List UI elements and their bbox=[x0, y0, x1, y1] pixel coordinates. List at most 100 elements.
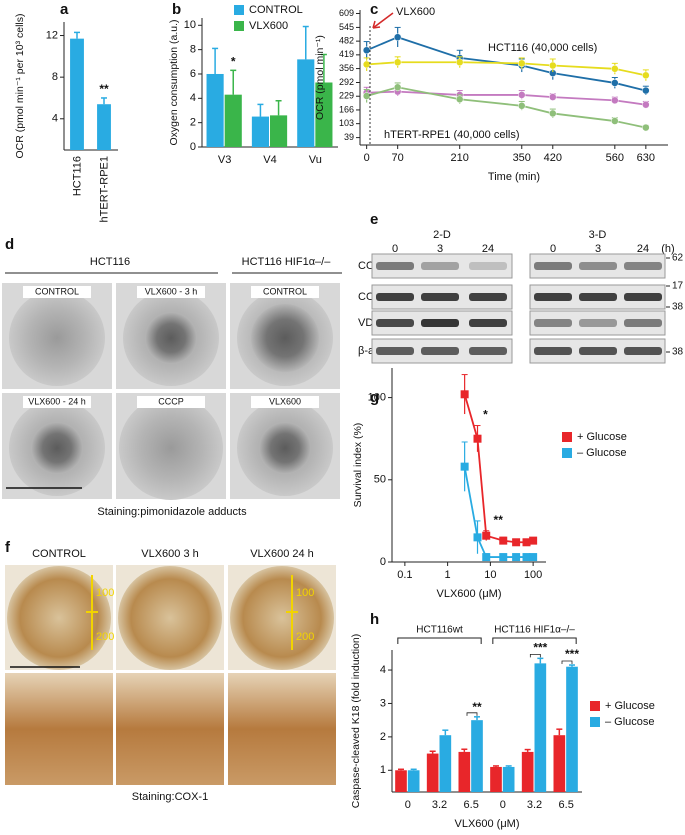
marker bbox=[393, 58, 402, 67]
blot-band bbox=[624, 347, 662, 355]
image-label: CONTROL bbox=[32, 548, 86, 560]
marker bbox=[529, 536, 538, 545]
marker bbox=[482, 553, 491, 562]
marker bbox=[549, 61, 557, 70]
y-tick-label: 0 bbox=[190, 141, 196, 153]
x-tick-label: 70 bbox=[392, 152, 404, 164]
marker bbox=[518, 59, 526, 68]
hypoxic-core bbox=[145, 312, 197, 364]
annotation: * bbox=[231, 55, 236, 69]
marker bbox=[512, 553, 521, 562]
series-line bbox=[366, 90, 646, 106]
x-tick-label: 100 bbox=[524, 569, 542, 581]
blot-band bbox=[534, 347, 572, 355]
blot-band bbox=[469, 293, 507, 301]
image-label: VLX600 - 3 h bbox=[145, 286, 198, 296]
annotation: *** bbox=[533, 641, 547, 655]
legend-label: – Glucose bbox=[577, 447, 627, 459]
x-tick-label: 0 bbox=[405, 799, 411, 811]
blot-band bbox=[376, 293, 414, 301]
marker bbox=[473, 434, 482, 443]
marker bbox=[611, 65, 619, 73]
panel-letter: c bbox=[370, 1, 378, 18]
bar bbox=[458, 751, 471, 792]
bar bbox=[251, 116, 269, 147]
bar bbox=[407, 770, 420, 792]
marker bbox=[460, 462, 469, 471]
group-bracket bbox=[397, 637, 482, 644]
y-tick-label: 2 bbox=[380, 731, 386, 743]
marker bbox=[549, 93, 557, 101]
annotation: hTERT-RPE1 (40,000 cells) bbox=[384, 129, 520, 141]
spheroid bbox=[230, 566, 334, 670]
marker bbox=[529, 553, 538, 562]
blot-band bbox=[534, 319, 572, 327]
y-tick-label: 229 bbox=[339, 91, 354, 101]
marker bbox=[549, 109, 557, 118]
x-tick-label: 0 bbox=[500, 799, 506, 811]
blot-band bbox=[579, 347, 617, 355]
y-tick-label: 609 bbox=[339, 8, 354, 18]
blot-band bbox=[421, 293, 459, 301]
marker bbox=[518, 91, 526, 99]
marker bbox=[518, 102, 526, 110]
time-label: 3 bbox=[595, 243, 601, 255]
marker bbox=[362, 46, 371, 55]
x-axis-title: Time (min) bbox=[488, 171, 540, 183]
marker bbox=[393, 83, 402, 92]
bar bbox=[471, 720, 483, 792]
x-tick-label: 630 bbox=[637, 152, 655, 164]
bar bbox=[566, 666, 578, 792]
significance-bracket bbox=[561, 660, 573, 665]
depth-label: 200 bbox=[96, 631, 114, 643]
marker bbox=[362, 92, 371, 100]
x-tick-label: 420 bbox=[544, 152, 562, 164]
image-label: VLX600 - 24 h bbox=[28, 396, 86, 406]
blot-band bbox=[469, 319, 507, 327]
marker bbox=[522, 553, 531, 562]
panel-letter: h bbox=[370, 611, 379, 628]
legend-swatch bbox=[590, 701, 600, 711]
legend-label: + Glucose bbox=[577, 431, 627, 443]
legend-swatch bbox=[590, 717, 600, 727]
bar bbox=[395, 770, 407, 792]
x-tick-label: 10 bbox=[484, 569, 496, 581]
image-label: VLX600 bbox=[269, 396, 301, 406]
blot-band bbox=[421, 319, 459, 327]
x-tick-label: HCT116 bbox=[71, 156, 83, 196]
zoom-image bbox=[5, 673, 113, 785]
treatment-arrow bbox=[372, 12, 394, 29]
y-tick-label: 4 bbox=[380, 664, 386, 676]
y-tick-label: 2 bbox=[190, 117, 196, 129]
y-tick-label: 482 bbox=[339, 36, 354, 46]
x-tick-label: 6.5 bbox=[464, 799, 479, 811]
marker bbox=[455, 58, 464, 67]
marker bbox=[642, 123, 650, 132]
image-label-bg bbox=[23, 286, 91, 298]
marker bbox=[522, 538, 531, 547]
legend-swatch bbox=[562, 432, 572, 442]
bar bbox=[97, 104, 111, 150]
bar bbox=[270, 115, 288, 147]
group-label: HCT116 bbox=[90, 256, 130, 268]
y-axis-title: OCR (pmol min⁻¹) bbox=[314, 35, 326, 120]
bar bbox=[490, 766, 502, 792]
x-tick-label: 0.1 bbox=[397, 569, 412, 581]
y-tick-label: 39 bbox=[344, 132, 354, 142]
blot-band bbox=[579, 293, 617, 301]
marker bbox=[642, 86, 650, 95]
marker bbox=[499, 553, 508, 562]
y-axis-title: Oxygen consumption (a.u.) bbox=[168, 19, 180, 145]
y-tick-label: 292 bbox=[339, 77, 354, 87]
group-label: HCT116wt bbox=[416, 625, 463, 636]
blot-band bbox=[376, 319, 414, 327]
y-tick-label: 356 bbox=[339, 63, 354, 73]
time-label: 3 bbox=[437, 243, 443, 255]
image-label-bg bbox=[251, 286, 319, 298]
hypoxic-core bbox=[31, 422, 83, 474]
bar bbox=[315, 82, 333, 147]
y-tick-label: 4 bbox=[190, 92, 196, 104]
y-axis-title: Survival index (%) bbox=[352, 423, 364, 508]
annotation: ** bbox=[472, 700, 482, 714]
